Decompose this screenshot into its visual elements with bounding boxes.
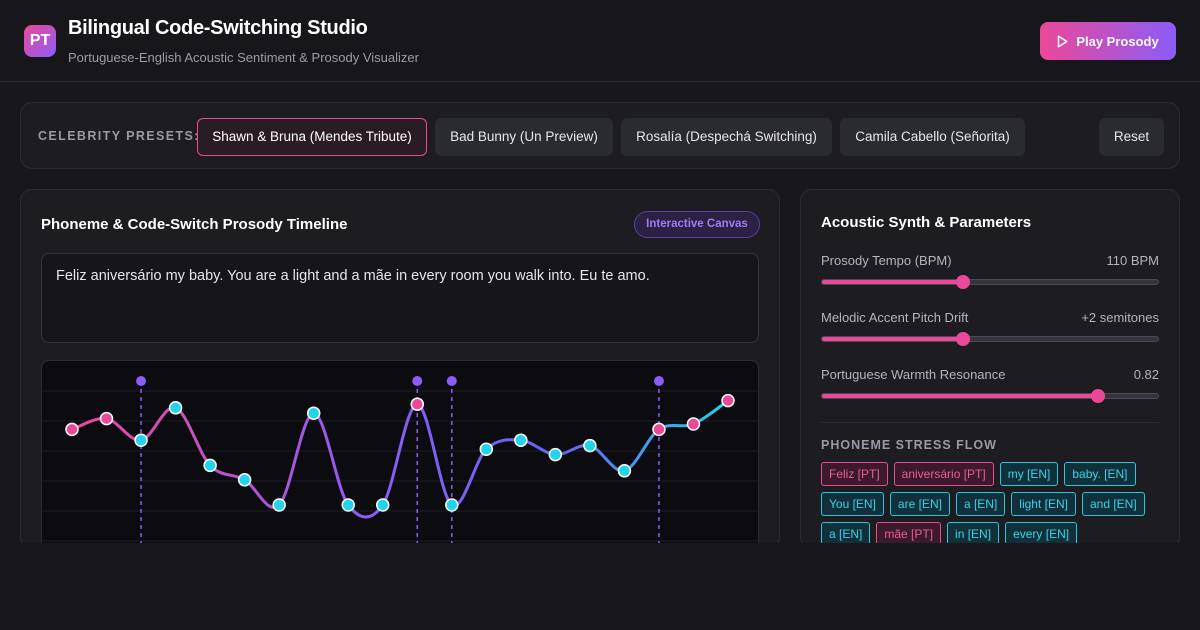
phoneme-point[interactable] xyxy=(479,442,494,456)
phoneme-point[interactable] xyxy=(237,473,252,487)
prosody-chart[interactable] xyxy=(42,361,759,549)
reset-button[interactable]: Reset xyxy=(1099,118,1164,156)
phoneme-point[interactable] xyxy=(375,498,390,512)
phoneme-point[interactable] xyxy=(617,464,632,478)
prosody-timeline-panel: Phoneme & Code-Switch Prosody Timeline I… xyxy=(20,189,780,549)
tempo-param: Prosody Tempo (BPM) 110 BPM xyxy=(821,253,1159,301)
lyrics-input[interactable] xyxy=(41,253,759,343)
phoneme-tag[interactable]: Feliz [PT] xyxy=(821,462,888,486)
phoneme-tag[interactable]: a [EN] xyxy=(821,522,871,546)
phoneme-point[interactable] xyxy=(548,447,563,462)
phoneme-point[interactable] xyxy=(410,397,425,411)
phoneme-tag[interactable]: baby. [EN] xyxy=(1064,462,1136,486)
phoneme-point[interactable] xyxy=(686,417,701,431)
pitch-drift-slider-thumb[interactable] xyxy=(956,332,971,346)
play-prosody-button[interactable]: Play Prosody xyxy=(1040,22,1176,60)
phoneme-point[interactable] xyxy=(203,458,217,473)
phoneme-point[interactable] xyxy=(514,433,528,447)
pitch-drift-value: +2 semitones xyxy=(1081,310,1159,325)
phoneme-point[interactable] xyxy=(272,498,286,512)
synth-parameters-panel: Acoustic Synth & Parameters Prosody Temp… xyxy=(800,189,1180,549)
interactive-canvas-badge: Interactive Canvas xyxy=(634,211,760,238)
tempo-slider-thumb[interactable] xyxy=(956,275,971,289)
warmth-value: 0.82 xyxy=(1133,367,1159,382)
code-switch-marker-dot[interactable] xyxy=(446,376,457,386)
preset-rosalia-button[interactable]: Rosalía (Despechá Switching) xyxy=(621,118,832,156)
tempo-value: 110 BPM xyxy=(1106,253,1159,268)
pitch-drift-slider[interactable] xyxy=(821,332,1159,346)
phoneme-point[interactable] xyxy=(134,433,148,447)
phoneme-point[interactable] xyxy=(306,406,321,420)
app-header: PT Bilingual Code-Switching Studio Portu… xyxy=(0,0,1200,82)
phoneme-tag[interactable]: and [EN] xyxy=(1081,492,1145,516)
phoneme-tag[interactable]: aniversário [PT] xyxy=(893,462,994,486)
synth-title: Acoustic Synth & Parameters xyxy=(821,214,1032,231)
tempo-label: Prosody Tempo (BPM) xyxy=(821,253,952,268)
prosody-canvas[interactable] xyxy=(41,360,759,549)
pitch-drift-label: Melodic Accent Pitch Drift xyxy=(821,310,969,325)
phoneme-point[interactable] xyxy=(65,422,79,437)
code-switch-marker-dot[interactable] xyxy=(412,376,423,386)
warmth-slider-thumb[interactable] xyxy=(1090,389,1105,403)
presets-label: CELEBRITY PRESETS: xyxy=(38,129,200,143)
phoneme-point[interactable] xyxy=(99,411,114,426)
phoneme-tag[interactable]: every [EN] xyxy=(1005,522,1078,546)
phoneme-point[interactable] xyxy=(168,401,183,415)
pitch-drift-param: Melodic Accent Pitch Drift +2 semitones xyxy=(821,310,1159,358)
phoneme-tag[interactable]: my [EN] xyxy=(999,462,1059,486)
warmth-param: Portuguese Warmth Resonance 0.82 xyxy=(821,367,1159,415)
stress-flow-title: PHONEME STRESS FLOW xyxy=(821,438,997,452)
phoneme-tag[interactable]: light [EN] xyxy=(1011,492,1076,516)
section-divider xyxy=(821,422,1159,423)
phoneme-tag[interactable]: a [EN] xyxy=(955,492,1006,516)
phoneme-tag[interactable]: in [EN] xyxy=(947,522,1000,546)
code-switch-marker-dot[interactable] xyxy=(653,376,664,386)
warmth-slider[interactable] xyxy=(821,389,1159,403)
phoneme-point[interactable] xyxy=(445,498,459,512)
phoneme-tag[interactable]: are [EN] xyxy=(889,492,950,516)
phoneme-tag[interactable]: You [EN] xyxy=(821,492,884,516)
phoneme-point[interactable] xyxy=(341,498,355,512)
phoneme-stress-tags: Feliz [PT] aniversário [PT] my [EN] baby. [… xyxy=(821,462,1161,546)
prosody-curve xyxy=(70,399,730,519)
play-prosody-label: Play Prosody xyxy=(1076,33,1159,49)
app-logo: PT xyxy=(24,25,56,57)
warmth-label: Portuguese Warmth Resonance xyxy=(821,367,1006,382)
celebrity-presets-bar: CELEBRITY PRESETS: Shawn & Bruna (Mendes… xyxy=(20,102,1180,169)
preset-shawn-bruna-button[interactable]: Shawn & Bruna (Mendes Tribute) xyxy=(197,118,427,156)
timeline-title: Phoneme & Code-Switch Prosody Timeline xyxy=(41,216,348,233)
code-switch-marker-dot[interactable] xyxy=(136,376,147,386)
page-footer-area xyxy=(0,543,1200,630)
tempo-slider[interactable] xyxy=(821,275,1159,289)
app-title: Bilingual Code-Switching Studio xyxy=(68,17,368,39)
phoneme-point[interactable] xyxy=(652,422,666,437)
phoneme-point[interactable] xyxy=(583,438,597,453)
play-icon xyxy=(1058,34,1068,48)
preset-bad-bunny-button[interactable]: Bad Bunny (Un Preview) xyxy=(435,118,613,156)
preset-camila-cabello-button[interactable]: Camila Cabello (Señorita) xyxy=(840,118,1025,156)
phoneme-point[interactable] xyxy=(721,393,735,408)
app-subtitle: Portuguese-English Acoustic Sentiment & … xyxy=(68,50,419,65)
